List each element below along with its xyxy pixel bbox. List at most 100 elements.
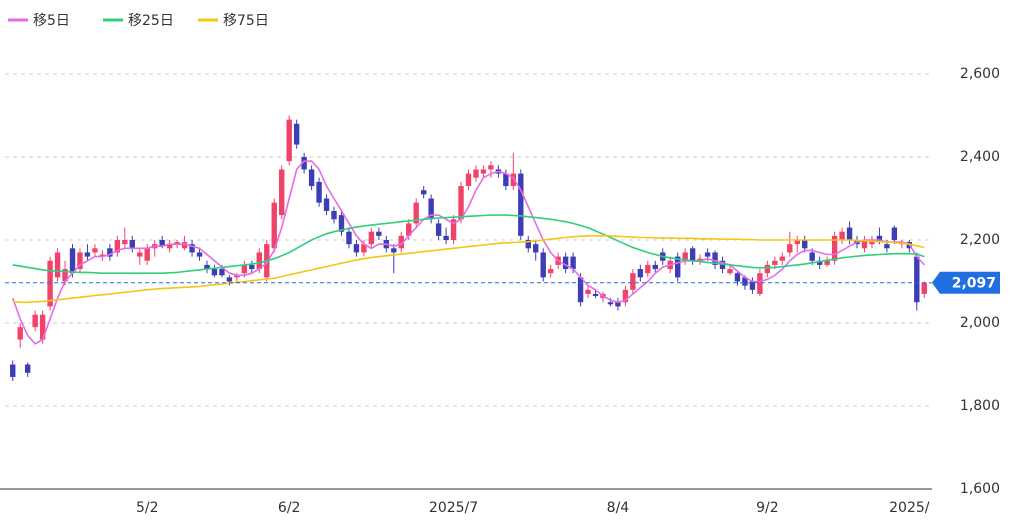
candle-body	[368, 231, 375, 245]
candle-body	[271, 202, 277, 249]
x-tick-label: 5/2	[136, 500, 159, 516]
candle-body	[301, 157, 307, 170]
candle-body	[234, 275, 240, 278]
candle-body	[570, 256, 576, 270]
candle-body	[196, 252, 203, 257]
candle-body	[764, 264, 771, 274]
last-price-label: 2,097	[952, 276, 996, 292]
candle-body	[839, 231, 845, 240]
candle-body	[17, 327, 23, 340]
candle-body	[540, 252, 546, 278]
candle-body	[84, 252, 91, 257]
legend-label: 移5日	[33, 13, 70, 29]
candle-body	[353, 244, 360, 253]
candle-body	[630, 273, 636, 290]
candle-body	[406, 223, 412, 236]
candle-body	[914, 256, 920, 303]
candle-body	[69, 248, 76, 274]
candle-body	[420, 190, 427, 195]
candle-body	[757, 273, 763, 294]
candle-body	[533, 244, 539, 253]
candle-body	[704, 252, 711, 257]
candle-body	[413, 202, 419, 224]
candle-body	[204, 264, 210, 270]
candle-body	[62, 269, 68, 282]
candle-body	[92, 248, 98, 253]
candle-body	[652, 264, 658, 270]
candle-body	[846, 227, 853, 240]
candle-body	[114, 240, 121, 253]
candle-body	[742, 277, 748, 286]
candle-body	[682, 252, 688, 261]
candle-body	[361, 244, 367, 253]
candle-body	[734, 273, 741, 282]
candle-body	[488, 165, 494, 170]
candle-body	[144, 248, 150, 261]
candle-body	[465, 173, 472, 187]
candle-body	[473, 169, 479, 178]
candle-body	[607, 302, 614, 305]
candle-body	[458, 186, 464, 220]
last-price-box	[932, 271, 1000, 294]
candle-body	[10, 364, 16, 377]
candle-body	[525, 240, 531, 249]
y-tick-label: 1,800	[960, 398, 1000, 414]
candle-body	[316, 181, 322, 203]
candle-body	[293, 123, 300, 145]
candle-body	[54, 252, 61, 278]
candle-body	[831, 235, 838, 261]
candle-body	[174, 242, 180, 245]
x-tick-label: 6/2	[278, 500, 301, 516]
candle-body	[637, 269, 644, 278]
candle-body	[779, 256, 786, 261]
candle-body	[24, 364, 31, 373]
candle-body	[645, 264, 651, 274]
candle-body	[77, 252, 83, 270]
candle-body	[391, 248, 397, 253]
candle-body	[577, 277, 584, 303]
candle-body	[794, 240, 800, 245]
candle-body	[129, 240, 135, 249]
x-tick-label: 2025/	[889, 500, 930, 516]
candle-body	[189, 244, 195, 253]
candle-body	[181, 242, 188, 249]
candle-body	[615, 302, 621, 307]
candle-body	[338, 215, 345, 232]
candle-body	[876, 235, 883, 243]
moving-average-line	[12, 235, 925, 304]
moving-average-line	[11, 160, 925, 345]
candle-body	[428, 198, 434, 220]
candle-body	[286, 119, 292, 162]
candle-body	[308, 169, 315, 187]
y-tick-label: 2,000	[960, 315, 1000, 331]
y-tick-label: 2,600	[960, 66, 1000, 82]
candle-body	[376, 231, 382, 236]
candle-body	[279, 169, 285, 216]
x-tick-label: 2025/7	[429, 500, 478, 516]
candle-body	[503, 173, 509, 187]
candle-body	[241, 264, 248, 274]
candle-body	[585, 289, 591, 294]
candle-body	[107, 248, 113, 257]
candle-body	[884, 244, 890, 249]
candle-body	[211, 269, 218, 276]
candle-body	[346, 231, 352, 245]
x-tick-label: 8/4	[607, 500, 630, 516]
candle-body	[697, 258, 703, 261]
y-tick-label: 1,600	[960, 481, 1000, 497]
candle-body	[802, 240, 808, 249]
candle-body	[689, 248, 696, 261]
candle-body	[891, 227, 898, 240]
candle-body	[921, 282, 927, 294]
candle-body	[869, 240, 875, 245]
candle-body	[450, 219, 457, 240]
legend-label: 移25日	[128, 13, 174, 29]
y-tick-label: 2,400	[960, 149, 1000, 165]
candle-body	[219, 269, 225, 276]
candle-body	[809, 252, 815, 261]
candle-body	[159, 240, 165, 247]
candle-body	[32, 314, 38, 328]
candle-body	[99, 254, 106, 257]
candle-body	[256, 252, 262, 270]
